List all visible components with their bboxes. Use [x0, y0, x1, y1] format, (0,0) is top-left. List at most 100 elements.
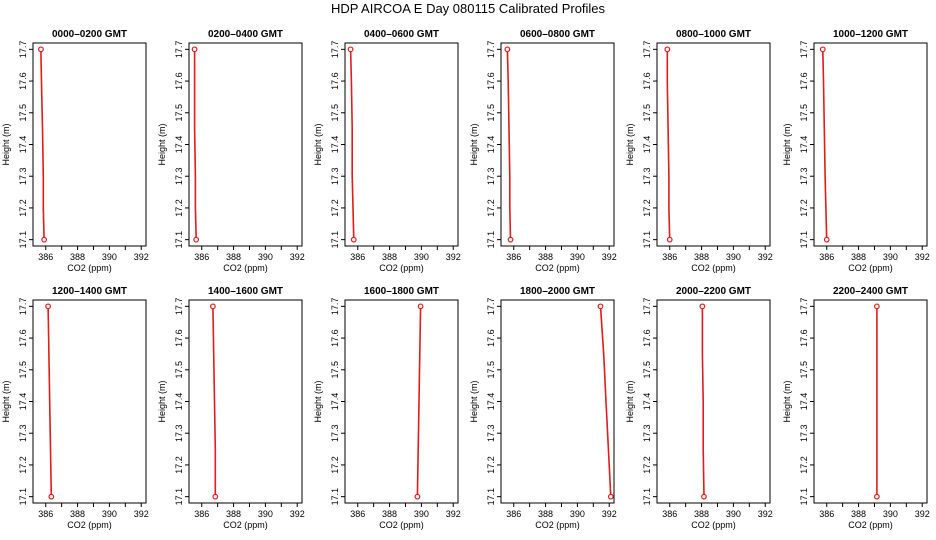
profile-line — [40, 49, 45, 240]
x-axis-label: CO2 (ppm) — [691, 520, 736, 530]
y-axis-label: Height (m) — [625, 123, 635, 165]
y-tick-label: 17.5 — [330, 361, 340, 379]
y-tick-label: 17.7 — [174, 298, 184, 316]
x-tick-label: 386 — [194, 252, 209, 262]
y-tick-label: 17.2 — [18, 456, 28, 474]
y-tick-label: 17.3 — [174, 167, 184, 185]
x-tick-label: 390 — [102, 509, 117, 519]
y-tick-label: 17.6 — [18, 329, 28, 347]
profile-line — [599, 306, 612, 497]
y-tick-label: 17.1 — [486, 231, 496, 249]
y-tick-label: 17.6 — [486, 329, 496, 347]
x-tick-label: 386 — [194, 509, 209, 519]
panel-title: 1800–2000 GMT — [520, 286, 595, 297]
y-tick-label: 17.7 — [174, 41, 184, 59]
x-tick-label: 392 — [290, 509, 305, 519]
x-tick-label: 390 — [414, 509, 429, 519]
y-tick-label: 17.7 — [799, 41, 809, 59]
x-tick-label: 392 — [602, 252, 617, 262]
top-point — [45, 303, 52, 310]
y-tick-label: 17.7 — [486, 41, 496, 59]
bottom-point — [41, 236, 48, 243]
x-tick-label: 386 — [506, 252, 521, 262]
y-tick-label: 17.4 — [799, 393, 809, 411]
bottom-point — [873, 493, 880, 500]
y-tick-label: 17.6 — [18, 72, 28, 90]
y-axis-label: Height (m) — [1, 123, 11, 165]
x-axis-label: CO2 (ppm) — [223, 263, 268, 273]
x-tick-label: 388 — [538, 252, 553, 262]
y-tick-label: 17.1 — [330, 231, 340, 249]
y-axis-label: Height (m) — [313, 123, 323, 165]
y-tick-label: 17.6 — [330, 72, 340, 90]
y-tick-label: 17.5 — [18, 361, 28, 379]
x-tick-label: 392 — [915, 252, 930, 262]
panel-title: 0600–0800 GMT — [520, 29, 595, 40]
y-tick-label: 17.6 — [642, 72, 652, 90]
profile-line — [506, 49, 512, 240]
x-axis-label: CO2 (ppm) — [848, 520, 893, 530]
y-tick-label: 17.3 — [18, 167, 28, 185]
y-tick-label: 17.5 — [642, 361, 652, 379]
x-tick-label: 388 — [70, 509, 85, 519]
panel-title: 1000–1200 GMT — [833, 29, 908, 40]
y-tick-label: 17.2 — [799, 456, 809, 474]
panel-10: 2000–2200 GMT 386 388 390 392 17.1 17.2 17.3 17.… — [625, 286, 773, 530]
y-axis-label: Height (m) — [157, 380, 167, 422]
y-tick-label: 17.6 — [174, 329, 184, 347]
y-tick-label: 17.1 — [799, 231, 809, 249]
bottom-point — [666, 236, 673, 243]
top-point — [873, 303, 880, 310]
x-tick-label: 386 — [819, 252, 834, 262]
x-tick-label: 386 — [38, 509, 53, 519]
y-tick-label: 17.3 — [330, 424, 340, 442]
y-tick-label: 17.3 — [799, 424, 809, 442]
y-tick-label: 17.2 — [174, 456, 184, 474]
profile-line — [666, 49, 671, 240]
panel-title: 0200–0400 GMT — [208, 29, 283, 40]
y-tick-label: 17.6 — [174, 72, 184, 90]
x-tick-label: 390 — [414, 252, 429, 262]
panel-5: 1000–1200 GMT 386 388 390 392 17.1 17.2 17.3 17.… — [782, 29, 930, 273]
bottom-point — [414, 493, 421, 500]
y-tick-label: 17.5 — [799, 104, 809, 122]
x-tick-label: 388 — [382, 252, 397, 262]
panel-title: 1200–1400 GMT — [52, 286, 127, 297]
y-tick-label: 17.4 — [18, 136, 28, 154]
y-tick-label: 17.4 — [486, 393, 496, 411]
y-tick-label: 17.2 — [486, 199, 496, 217]
y-tick-label: 17.3 — [486, 424, 496, 442]
profile-line — [701, 306, 705, 497]
y-tick-label: 17.5 — [18, 104, 28, 122]
y-tick-label: 17.5 — [174, 361, 184, 379]
top-point — [417, 303, 424, 310]
top-point — [38, 46, 44, 53]
y-tick-label: 17.4 — [174, 136, 184, 154]
bottom-point — [193, 236, 200, 243]
x-tick-label: 390 — [102, 252, 117, 262]
x-tick-label: 390 — [570, 509, 585, 519]
y-tick-label: 17.3 — [642, 167, 652, 185]
top-point — [191, 46, 198, 53]
x-axis-label: CO2 (ppm) — [67, 520, 112, 530]
x-tick-label: 386 — [506, 509, 521, 519]
top-point — [347, 46, 354, 53]
panel-title: 0800–1000 GMT — [676, 29, 751, 40]
profile-line — [349, 49, 355, 240]
x-tick-label: 388 — [70, 252, 85, 262]
x-tick-label: 390 — [258, 509, 273, 519]
bottom-point — [823, 236, 830, 243]
profile-line — [212, 306, 217, 497]
bottom-point — [212, 493, 219, 500]
y-tick-label: 17.2 — [18, 199, 28, 217]
y-tick-label: 17.3 — [642, 424, 652, 442]
top-point — [597, 303, 604, 310]
y-tick-label: 17.6 — [799, 72, 809, 90]
x-tick-label: 390 — [258, 252, 273, 262]
y-tick-label: 17.2 — [330, 199, 340, 217]
x-tick-label: 388 — [694, 509, 709, 519]
y-tick-label: 17.5 — [486, 104, 496, 122]
x-tick-label: 388 — [226, 252, 241, 262]
x-tick-label: 392 — [446, 252, 461, 262]
